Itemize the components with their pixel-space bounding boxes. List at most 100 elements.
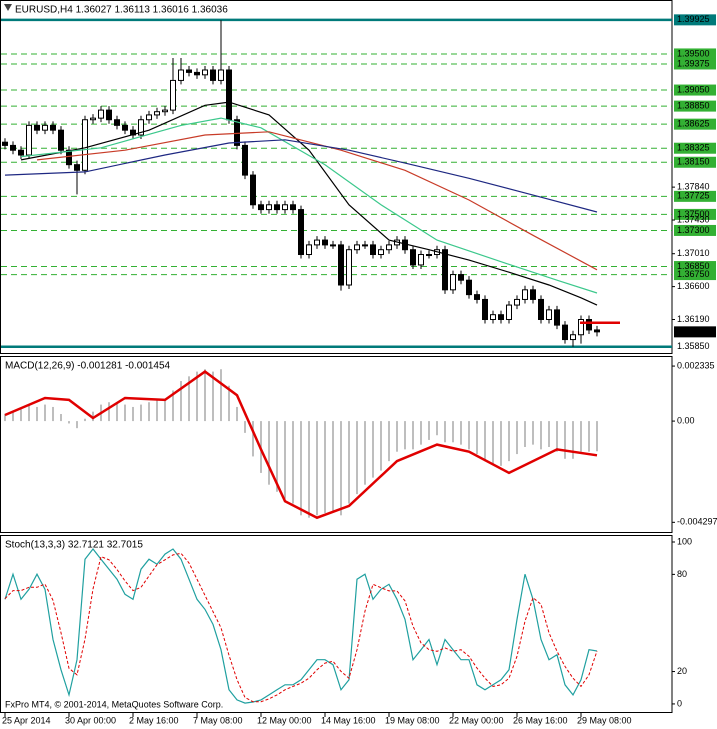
candle-body <box>362 244 368 247</box>
candle-body <box>210 69 216 81</box>
y-tick-label: 20 <box>677 666 687 676</box>
y-tick-label: 1.37840 <box>677 182 710 192</box>
candle-body <box>274 204 280 211</box>
candle-body <box>106 109 112 121</box>
candle-body <box>162 109 168 113</box>
candle-body <box>290 204 296 211</box>
level-label: 1.39500 <box>677 48 710 58</box>
candle-body <box>458 274 464 281</box>
candle-body <box>370 244 376 256</box>
indicator-line <box>4 548 598 704</box>
candle-body <box>154 111 160 116</box>
candle-body <box>578 319 584 336</box>
candle-body <box>426 254 432 257</box>
candle-body <box>178 69 184 81</box>
candle-body <box>26 124 32 156</box>
candle-body <box>234 119 240 146</box>
bound-label: 1.39925 <box>677 14 710 24</box>
candle-body <box>530 289 536 300</box>
bound-label: 1.35850 <box>677 341 710 351</box>
candle-body <box>330 244 336 247</box>
level-label: 1.37725 <box>677 191 710 201</box>
y-tick-label: 1.36600 <box>677 281 710 291</box>
level-label: 1.39050 <box>677 84 710 94</box>
y-tick-label: 0.00 <box>677 415 695 425</box>
level-label: 1.36750 <box>677 269 710 279</box>
candle-body <box>138 119 144 136</box>
pane-border <box>0 356 673 533</box>
candle-body <box>538 298 544 321</box>
level-label-box <box>674 118 716 130</box>
candle-body <box>82 119 88 171</box>
candle-body <box>354 244 360 251</box>
level-label-box <box>674 224 716 236</box>
candle-body <box>418 254 424 266</box>
candle-body <box>194 71 200 76</box>
level-label-box <box>674 208 716 220</box>
last-price-label: 1.36036 <box>677 326 710 336</box>
candle-body <box>586 319 592 331</box>
candle-body <box>18 149 24 156</box>
indicator-line <box>20 117 598 294</box>
candle-body <box>34 124 40 131</box>
x-tick-label: 19 May 08:00 <box>385 715 440 725</box>
y-tick-label: 1.37010 <box>677 248 710 258</box>
x-tick-label: 29 May 08:00 <box>577 715 632 725</box>
candle-body <box>114 119 120 126</box>
candle-body <box>562 324 568 341</box>
candle-body <box>466 279 472 296</box>
candle-body <box>298 209 304 256</box>
candle-body <box>306 244 312 256</box>
y-tick-label: 0.002335 <box>677 360 715 370</box>
level-label-box <box>674 269 716 281</box>
level-label: 1.38625 <box>677 119 710 129</box>
candle-body <box>410 249 416 266</box>
level-label: 1.37500 <box>677 209 710 219</box>
level-label: 1.37300 <box>677 225 710 235</box>
candle-body <box>226 69 232 121</box>
candle-body <box>498 314 504 321</box>
pane-title: EURUSD,H4 1.36027 1.36113 1.36016 1.3603… <box>15 5 228 16</box>
candle-body <box>50 124 56 131</box>
level-label: 1.39375 <box>677 58 710 68</box>
indicator-line <box>4 139 598 213</box>
candle-body <box>122 124 128 131</box>
candle-body <box>570 334 576 341</box>
candle-body <box>378 249 384 256</box>
candle-body <box>522 289 528 300</box>
y-tick-label: 100 <box>677 536 692 546</box>
candle-body <box>506 304 512 321</box>
y-tick-label: -0.004297 <box>677 517 717 527</box>
y-tick-label: 80 <box>677 569 687 579</box>
x-tick-label: 25 Apr 2014 <box>2 715 51 725</box>
candle-body <box>186 69 192 73</box>
level-label: 1.38850 <box>677 100 710 110</box>
y-tick-label: 1.36190 <box>677 314 710 324</box>
level-label-box <box>674 156 716 168</box>
level-label-box <box>674 48 716 60</box>
candle-body <box>338 244 344 286</box>
candle-body <box>482 298 488 321</box>
level-label-box <box>674 84 716 96</box>
x-tick-label: 14 May 16:00 <box>321 715 376 725</box>
level-label: 1.38150 <box>677 157 710 167</box>
candle-body <box>554 309 560 326</box>
indicator-line <box>4 552 598 703</box>
level-label: 1.38325 <box>677 143 710 153</box>
candle-body <box>74 164 80 171</box>
candle-body <box>594 329 600 333</box>
pane-title: Stoch(13,3,3) 32.7121 32.7015 <box>5 540 143 551</box>
level-label-box <box>674 100 716 112</box>
pane-title: MACD(12,26,9) -0.001281 -0.001454 <box>5 361 171 372</box>
candle-body <box>146 114 152 121</box>
pane-border <box>0 535 673 713</box>
candle-body <box>90 117 96 121</box>
candle-body <box>58 129 64 151</box>
candle-body <box>10 144 16 151</box>
candle-body <box>386 244 392 251</box>
last-price-box <box>674 326 716 338</box>
level-label: 1.36850 <box>677 261 710 271</box>
candle-body <box>170 79 176 111</box>
candle-body <box>42 124 48 131</box>
candle-body <box>474 294 480 300</box>
